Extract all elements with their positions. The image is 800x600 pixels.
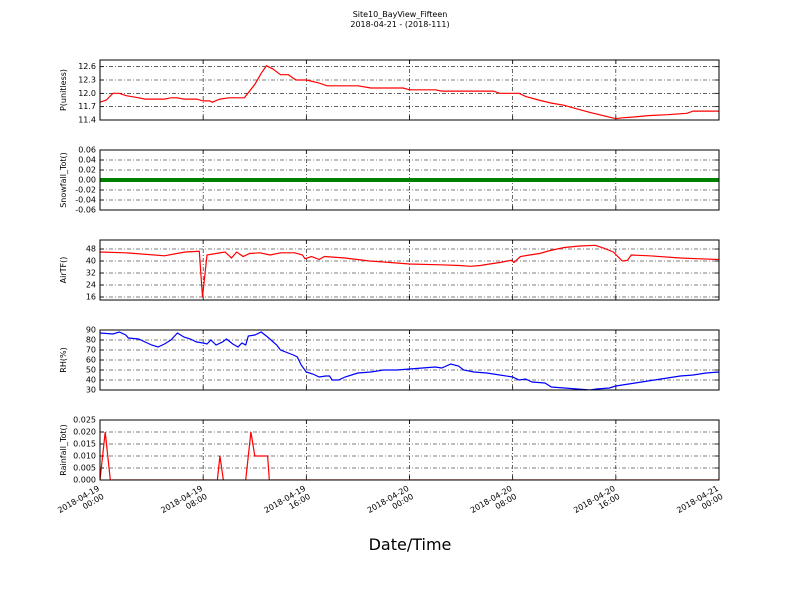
y-tick-label: -0.06 (75, 206, 96, 215)
y-tick-label: 0.06 (78, 146, 96, 155)
y-axis-label: Rainfall_Tot() (59, 424, 68, 476)
y-tick-label: 0.020 (73, 428, 96, 437)
y-tick-label: 11.7 (78, 102, 96, 111)
y-tick-label: 0.015 (73, 440, 96, 449)
y-tick-label: 12.3 (78, 76, 96, 85)
panel: 11.4 11.7 12.0 12.3 12.6 P(unitless) (59, 59, 720, 125)
y-tick-label: 0.04 (78, 156, 96, 165)
y-tick-label: 0.010 (73, 452, 96, 461)
y-tick-label: 0.02 (78, 166, 96, 175)
panel: -0.06-0.04-0.020.000.020.040.06 Snowfall_… (59, 146, 720, 215)
figure-subtitle: 2018-04-21 - (2018-111) (350, 20, 449, 29)
plot-frame (99, 329, 720, 391)
y-axis-label: P(unitless) (59, 69, 68, 111)
data-line (100, 244, 719, 298)
y-tick-label: 0.005 (73, 464, 96, 473)
figure-title: Site10_BayView_Fifteen (353, 10, 448, 19)
plot-frame (99, 149, 720, 211)
plot-frame (99, 419, 720, 481)
y-tick-label: 11.4 (78, 116, 96, 125)
y-tick-label: 40 (86, 376, 96, 385)
y-tick-label: 60 (86, 356, 96, 365)
y-tick-label: 30 (86, 386, 96, 395)
plot-frame (99, 59, 720, 121)
y-tick-label: 32 (86, 269, 96, 278)
y-tick-label: 90 (86, 326, 96, 335)
y-tick-label: 24 (86, 281, 96, 290)
y-tick-label: -0.02 (75, 186, 96, 195)
panel: 0.000 0.005 0.010 0.015 0.020 0.025 Rainfall_T… (59, 416, 720, 485)
plot-frame (99, 239, 720, 301)
y-axis-label: AirTF() (59, 257, 68, 284)
x-axis-label: Date/Time (369, 535, 452, 554)
panel: 16 24 32 40 48 AirTF() (59, 239, 720, 302)
y-tick-label: 0.025 (73, 416, 96, 425)
y-tick-label: 50 (86, 366, 96, 375)
y-tick-label: 70 (86, 346, 96, 355)
y-tick-label: 40 (86, 257, 96, 266)
y-tick-label: 0.000 (73, 476, 96, 485)
y-tick-label: 16 (86, 293, 96, 302)
y-tick-label: 0.00 (78, 176, 96, 185)
y-tick-label: 12.6 (78, 62, 96, 71)
y-tick-label: -0.04 (75, 196, 96, 205)
y-tick-label: 12.0 (78, 89, 96, 98)
y-axis-label: Snowfall_Tot() (59, 152, 68, 208)
y-tick-label: 48 (86, 245, 96, 254)
y-axis-label: RH(%) (59, 347, 68, 372)
data-line (100, 65, 719, 120)
data-line (100, 331, 719, 390)
y-tick-label: 80 (86, 336, 96, 345)
